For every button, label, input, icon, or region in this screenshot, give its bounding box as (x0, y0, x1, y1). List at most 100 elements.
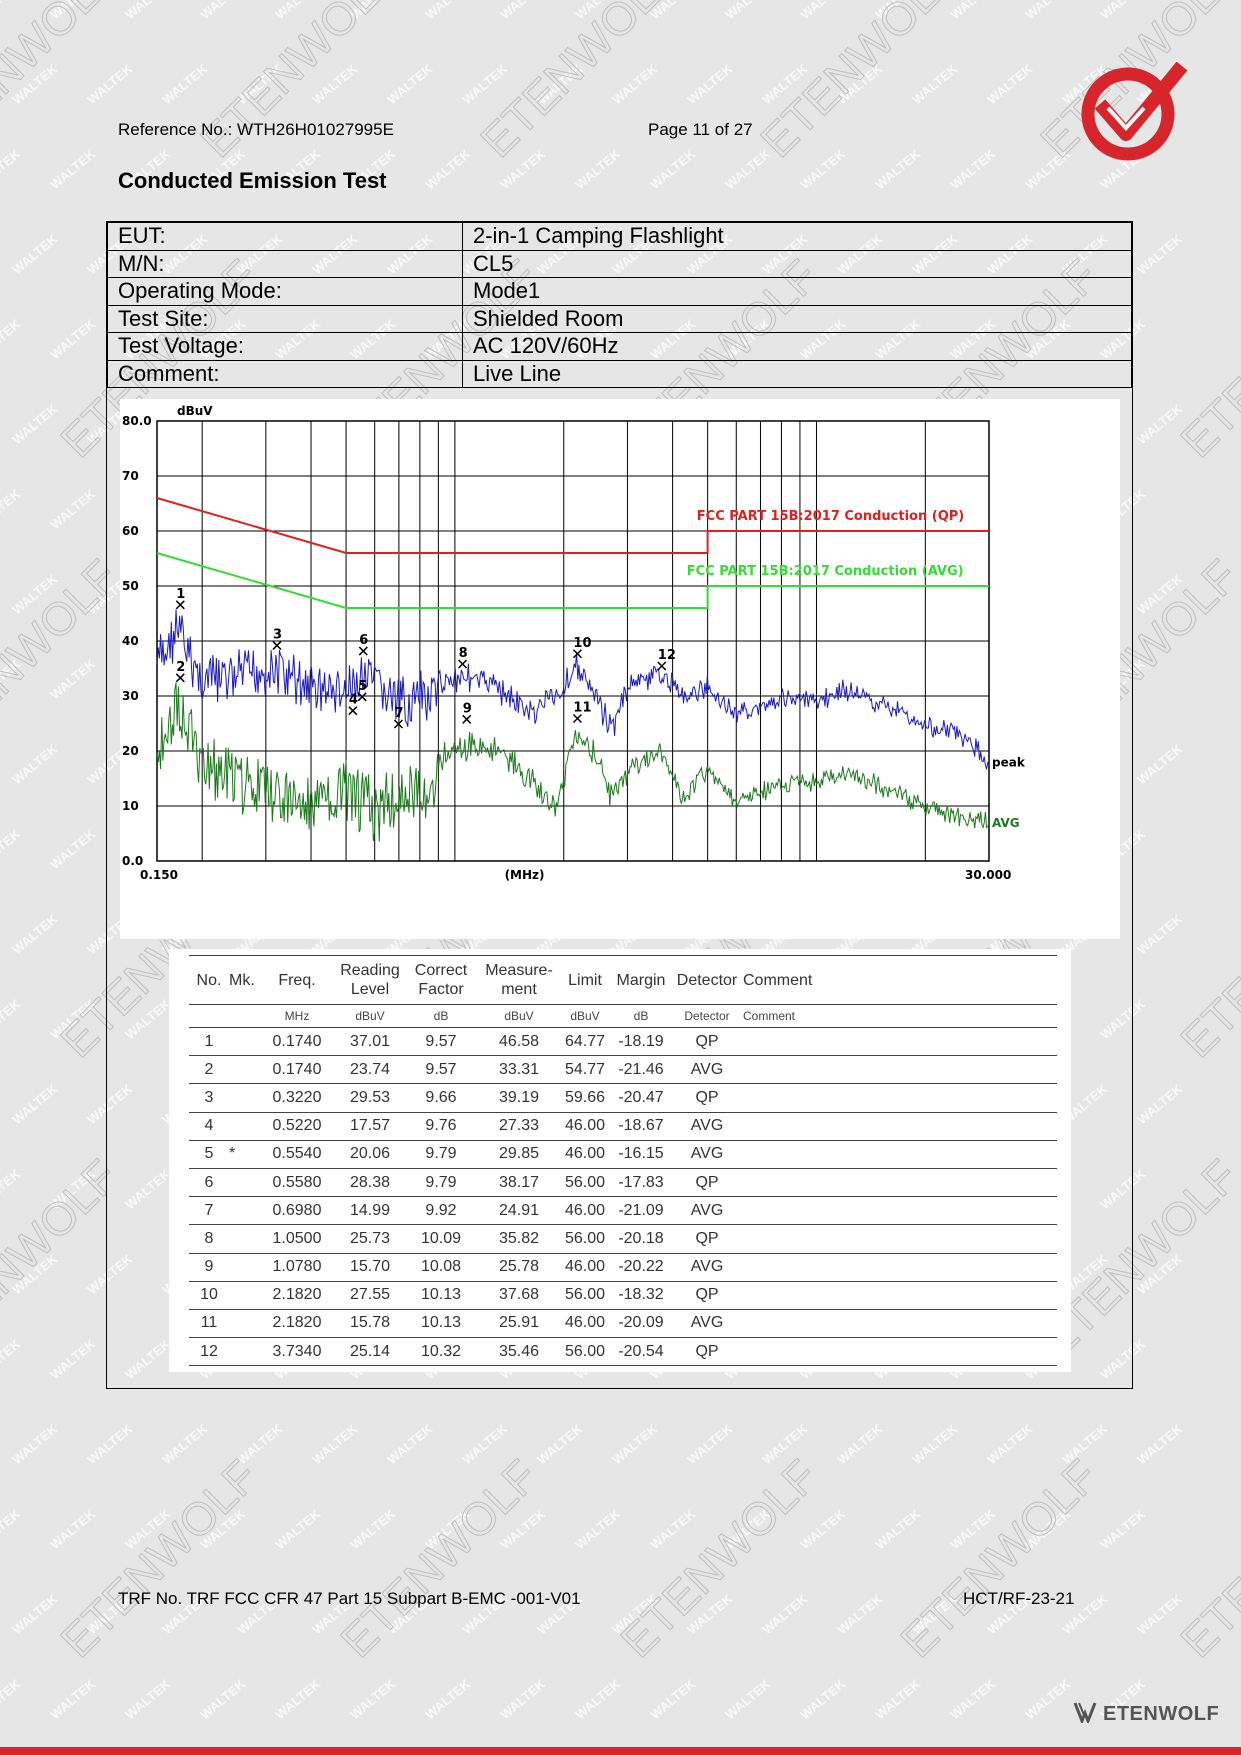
watermark-text-large: ETENWOLF (0, 0, 128, 167)
watermark-text: WALTEK (872, 1676, 923, 1723)
emission-chart-svg: 80.0 70 60 50 40 30 20 10 0.0 dBuV 0.150 30.000 (MHz… (122, 404, 1026, 882)
results-cell: AVG (671, 1140, 743, 1169)
watermark-text: WALTEK (722, 1676, 773, 1723)
y-tick-label: 0.0 (122, 854, 143, 868)
watermark-text: WALTEK (272, 1506, 323, 1553)
results-cell: 46.00 (559, 1309, 611, 1339)
results-header: Correct Factor (403, 955, 479, 1005)
results-row: 1 0.1740 37.01 9.57 46.58 64.77 -18.19 QP (189, 1027, 1057, 1057)
watermark-text: WALTEK (234, 1421, 285, 1468)
watermark-text: WALTEK (497, 1676, 548, 1723)
results-cell: 2.1820 (257, 1309, 337, 1339)
page-number: Page 11 of 27 (648, 120, 753, 139)
watermark-text: WALTEK (422, 0, 473, 22)
results-cell: 5 (189, 1140, 229, 1169)
watermark-text: WALTEK (872, 0, 923, 22)
results-table-wrap: No. Mk. Freq. Reading Level Correct Factor Me… (169, 949, 1071, 1372)
watermark-text: WALTEK (47, 0, 98, 22)
results-unit: Comment (743, 1004, 1057, 1028)
results-unit: dBuV (479, 1004, 559, 1028)
watermark-text: WALTEK (1022, 0, 1073, 22)
marker-label: 1 (176, 587, 185, 602)
watermark-text: WALTEK (909, 1421, 960, 1468)
results-cell: 3 (189, 1083, 229, 1113)
results-cell: -16.15 (611, 1140, 671, 1169)
results-cell: QP (671, 1027, 743, 1057)
watermark-text: WALTEK (47, 826, 98, 873)
watermark-text: WALTEK (272, 0, 323, 22)
info-row: Comment: Live Line (107, 359, 1132, 388)
watermark-text-large: ETENWOLF (1170, 850, 1241, 1067)
watermark-text: WALTEK (47, 1336, 98, 1383)
results-cell: 14.99 (337, 1196, 403, 1226)
watermark-text: WALTEK (834, 1591, 885, 1638)
watermark-text: WALTEK (947, 0, 998, 22)
watermark-text: WALTEK (1097, 1506, 1148, 1553)
results-header: Comment (743, 955, 1057, 1005)
info-value: 2-in-1 Camping Flashlight (462, 222, 1132, 251)
watermark-text: WALTEK (1022, 146, 1073, 193)
results-cell: -18.32 (611, 1281, 671, 1310)
marker-x (175, 673, 185, 683)
results-cell: 17.57 (337, 1112, 403, 1141)
results-cell: QP (671, 1083, 743, 1113)
results-cell: 2 (189, 1055, 229, 1085)
watermark-text: WALTEK (422, 146, 473, 193)
results-cell: 4 (189, 1112, 229, 1141)
y-tick-label: 80.0 (122, 414, 152, 428)
watermark-text: WALTEK (309, 1421, 360, 1468)
watermark-text: WALTEK (197, 1506, 248, 1553)
limit-line-label: FCC PART 15B:2017 Conduction (QP) (697, 509, 964, 524)
test-info-table: EUT: 2-in-1 Camping Flashlight M/N: CL5 Oper… (107, 222, 1132, 388)
results-cell (743, 1168, 1057, 1198)
y-tick-label: 50 (122, 579, 139, 593)
results-cell: 24.91 (479, 1196, 559, 1226)
results-row: 11 2.1820 15.78 10.13 25.91 46.00 -20.09 AVG (189, 1309, 1057, 1339)
watermark-text-large: ETENWOLF (330, 1450, 547, 1667)
results-unit: Detector (671, 1004, 743, 1028)
results-header: Mk. (229, 955, 257, 1005)
marker-label: 6 (359, 633, 368, 648)
reference-number: Reference No.: WTH26H01027995E (118, 120, 394, 139)
etenwolf-brand: ETENWOLF (1073, 1701, 1219, 1726)
results-cell: 59.66 (559, 1083, 611, 1113)
results-cell: -20.09 (611, 1309, 671, 1339)
results-cell: -17.83 (611, 1168, 671, 1198)
watermark-text: WALTEK (872, 146, 923, 193)
marker-label: 7 (394, 706, 403, 721)
results-cell: 56.00 (559, 1168, 611, 1198)
watermark-text: WALTEK (47, 146, 98, 193)
watermark-text: WALTEK (647, 146, 698, 193)
series-label-peak: peak (992, 756, 1026, 770)
results-cell: 10.13 (403, 1281, 479, 1310)
marker-x (572, 649, 582, 659)
info-label: Test Site: (107, 304, 463, 333)
waltek-checkmark-logo-icon (1081, 62, 1188, 161)
results-cell: 8 (189, 1224, 229, 1254)
watermark-text: WALTEK (9, 911, 60, 958)
results-table: No. Mk. Freq. Reading Level Correct Factor Me… (189, 955, 1057, 1367)
results-cell (743, 1083, 1057, 1113)
watermark-text-large: ETENWOLF (610, 1450, 827, 1667)
watermark-text: WALTEK (9, 741, 60, 788)
results-cell: 23.74 (337, 1055, 403, 1085)
results-cell: 56.00 (559, 1224, 611, 1254)
watermark-text: WALTEK (1134, 1421, 1185, 1468)
results-cell: 25.78 (479, 1253, 559, 1282)
watermark-text: WALTEK (722, 0, 773, 22)
watermark-text: WALTEK (0, 1336, 24, 1383)
marker-label: 10 (573, 636, 591, 651)
watermark-text: WALTEK (84, 1421, 135, 1468)
results-cell: 0.5220 (257, 1112, 337, 1141)
watermark-text: WALTEK (872, 1506, 923, 1553)
results-cell: QP (671, 1281, 743, 1310)
results-cell: 9.66 (403, 1083, 479, 1113)
marker-label: 8 (459, 646, 468, 661)
results-header: Freq. (257, 955, 337, 1005)
marker-label: 11 (573, 700, 591, 715)
results-unit: dBuV (559, 1004, 611, 1028)
results-cell: 7 (189, 1196, 229, 1226)
results-row: 7 0.6980 14.99 9.92 24.91 46.00 -21.09 AVG (189, 1196, 1057, 1226)
marker-x (657, 661, 667, 671)
results-cell: 46.00 (559, 1112, 611, 1141)
